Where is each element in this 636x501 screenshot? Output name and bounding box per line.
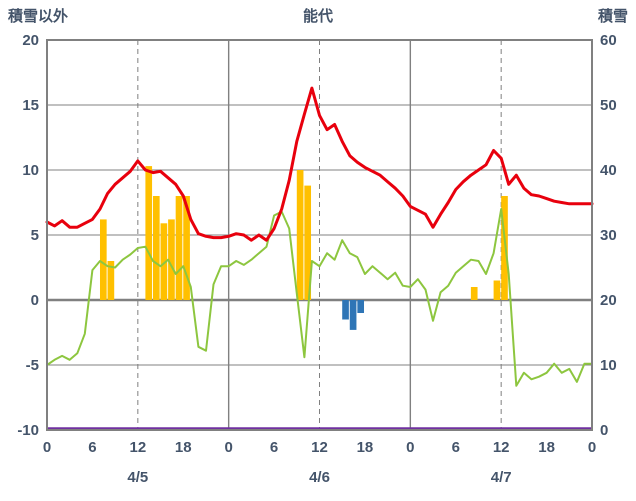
x-axis-day-label: 4/6 [309, 469, 330, 486]
x-axis-tick: 0 [588, 439, 596, 456]
orange-bars [160, 223, 168, 300]
x-axis-tick: 12 [493, 439, 510, 456]
blue-bars [349, 300, 357, 330]
x-axis-day-label: 4/5 [127, 469, 148, 486]
orange-bars [296, 170, 304, 300]
left-axis-tick: 0 [31, 292, 39, 309]
right-axis-tick: 60 [600, 32, 617, 49]
x-axis-day-label: 4/7 [491, 469, 512, 486]
orange-bars [145, 166, 153, 300]
plot-border [46, 39, 593, 431]
left-axis-tick: 10 [22, 162, 39, 179]
orange-bars [168, 219, 175, 300]
blue-bars [342, 300, 349, 320]
orange-bars [99, 219, 107, 300]
left-axis-tick: -5 [26, 357, 39, 374]
red-line [45, 86, 594, 242]
orange-bars [107, 261, 115, 300]
left-axis-tick: 5 [31, 227, 39, 244]
green-line [46, 208, 593, 387]
chart-title: 能代 [302, 8, 333, 25]
right-axis-tick: 50 [600, 97, 617, 114]
x-axis-tick: 18 [538, 439, 555, 456]
x-axis-tick: 12 [129, 439, 146, 456]
left-axis-tick: 15 [22, 97, 39, 114]
x-axis-tick: 0 [406, 439, 414, 456]
orange-bars [501, 196, 508, 300]
x-axis-tick: 6 [452, 439, 460, 456]
orange-bars [493, 280, 501, 300]
orange-bars [175, 196, 183, 300]
x-axis-tick: 6 [270, 439, 278, 456]
x-axis-tick: 0 [43, 439, 51, 456]
right-axis-title: 積雪 [597, 8, 628, 25]
left-axis-tick: 20 [22, 32, 39, 49]
orange-bars [152, 196, 160, 300]
right-axis-tick: 10 [600, 357, 617, 374]
right-axis-tick: 30 [600, 227, 617, 244]
orange-bars [183, 196, 190, 300]
x-axis-tick: 18 [357, 439, 374, 456]
left-axis-title: 積雪以外 [8, 8, 69, 25]
right-axis-tick: 40 [600, 162, 617, 179]
left-axis-tick: -10 [17, 422, 39, 439]
orange-bars [304, 185, 312, 300]
x-axis-tick: 0 [224, 439, 232, 456]
x-axis-tick: 12 [311, 439, 328, 456]
right-axis-tick: 20 [600, 292, 617, 309]
blue-bars [357, 300, 365, 313]
x-axis-tick: 6 [88, 439, 96, 456]
orange-bars [470, 287, 478, 300]
x-axis-tick: 18 [175, 439, 192, 456]
right-axis-tick: 0 [600, 422, 608, 439]
